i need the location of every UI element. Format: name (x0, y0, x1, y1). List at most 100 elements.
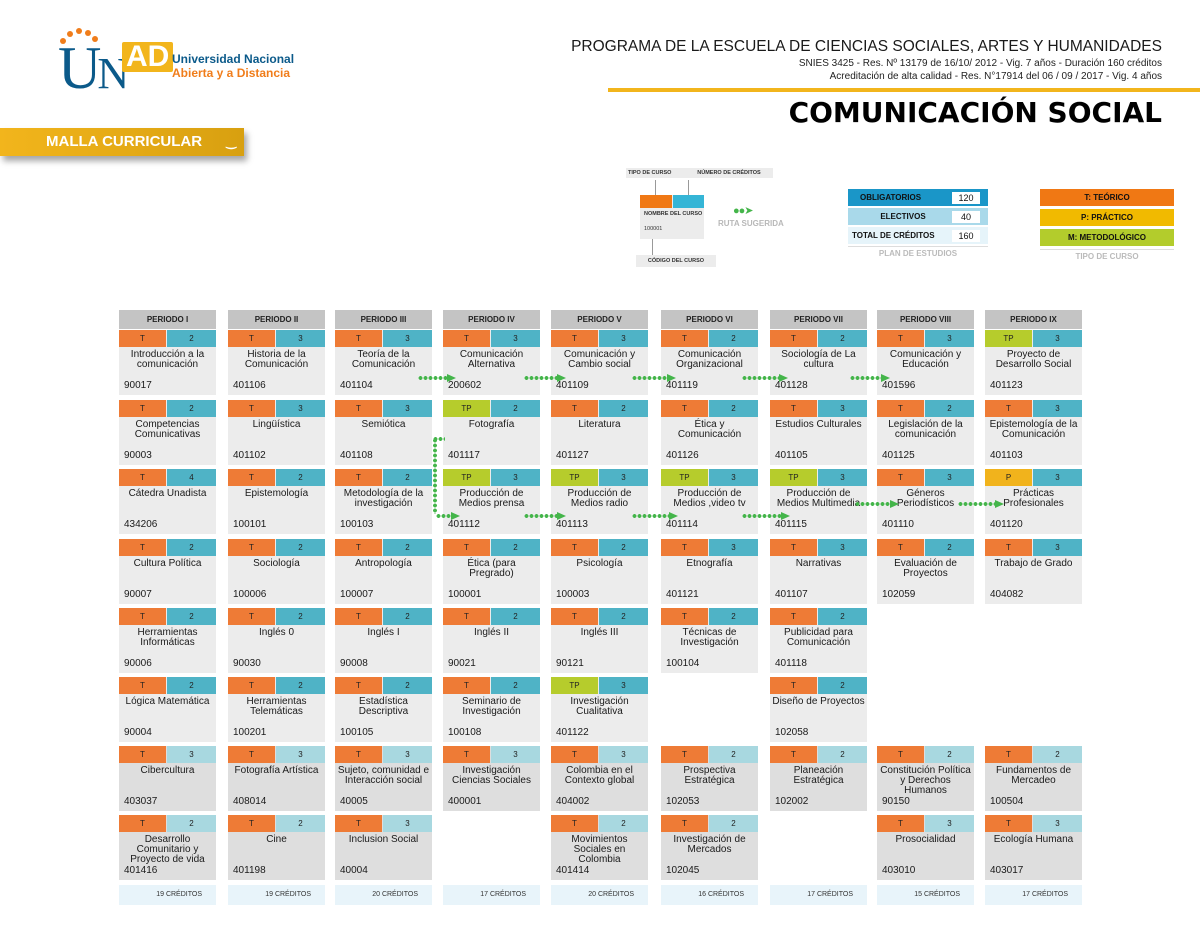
course-card[interactable]: T 3 Teoría de la Comunicación 401104 (335, 330, 432, 395)
elective-course-card[interactable]: T 3 Inclusion Social 40004 (335, 815, 432, 880)
course-credits-badge: 2 (276, 815, 325, 832)
elective-course-card[interactable]: T 3 Prosocialidad 403010 (877, 815, 974, 880)
elective-course-card[interactable]: T 3 Investigación Ciencias Sociales 400001 (443, 746, 540, 811)
course-card[interactable]: T 2 Técnicas de Investigación 100104 (661, 608, 758, 673)
course-type-badge: T (119, 330, 166, 347)
course-card[interactable]: T 3 Lingüística 401102 (228, 400, 325, 465)
course-card[interactable]: T 2 Inglés II 90021 (443, 608, 540, 673)
course-card[interactable]: T 2 Ética (para Pregrado) 100001 (443, 539, 540, 604)
course-card[interactable]: T 3 Epistemología de la Comunicación 401103 (985, 400, 1082, 465)
course-card[interactable]: T 2 Herramientas Informáticas 90006 (119, 608, 216, 673)
course-type-badge: TP (443, 400, 490, 417)
course-card[interactable]: T 2 Sociología de La cultura 401128 (770, 330, 867, 395)
course-card[interactable]: TP 3 Investigación Cualitativa 401122 (551, 677, 648, 742)
elective-course-card[interactable]: T 2 Constitución Política y Derechos Human… (877, 746, 974, 811)
course-card[interactable]: T 2 Herramientas Telemáticas 100201 (228, 677, 325, 742)
course-card[interactable]: T 3 Comunicación Alternativa 200602 (443, 330, 540, 395)
course-card[interactable]: TP 3 Producción de Medios ,video tv 401114 (661, 469, 758, 534)
course-name: Seminario de Investigación (462, 696, 521, 717)
course-name: Fotografía Artística (234, 765, 319, 776)
course-code: 401110 (882, 519, 914, 530)
course-card[interactable]: T 2 Literatura 401127 (551, 400, 648, 465)
elective-course-card[interactable]: T 2 Investigación de Mercados 102045 (661, 815, 758, 880)
course-card[interactable]: T 2 Estadística Descriptiva 100105 (335, 677, 432, 742)
course-card[interactable]: TP 3 Producción de Medios prensa 401112 (443, 469, 540, 534)
course-name: Legislación de la comunicación (888, 419, 963, 440)
course-credits-badge: 2 (818, 330, 867, 347)
course-card[interactable]: T 3 Estudios Culturales 401105 (770, 400, 867, 465)
period-credits-total: 20 CRÉDITOS (551, 885, 648, 905)
period-header: PERIODO V (551, 310, 648, 329)
route-arrow-icon (418, 374, 456, 382)
period-column-5: PERIODO V T 3 Comunicación y Cambio social 4… (551, 310, 648, 880)
course-card[interactable]: T 2 Sociología 100006 (228, 539, 325, 604)
course-card[interactable]: T 3 Comunicación y Cambio social 401109 (551, 330, 648, 395)
course-card[interactable]: T 3 Etnografía 401121 (661, 539, 758, 604)
course-card[interactable]: T 4 Cátedra Unadista 434206 (119, 469, 216, 534)
route-vertical-dots-icon (433, 438, 437, 514)
course-card[interactable]: T 2 Inglés 0 90030 (228, 608, 325, 673)
course-card[interactable]: TP 3 Proyecto de Desarrollo Social 401123 (985, 330, 1082, 395)
elective-course-card[interactable]: T 3 Sujeto, comunidad e Interacción social… (335, 746, 432, 811)
legend-connector (655, 180, 656, 195)
elective-course-card[interactable]: T 3 Colombia en el Contexto global 404002 (551, 746, 648, 811)
elective-course-card[interactable]: T 2 Planeación Estratégica 102002 (770, 746, 867, 811)
course-card[interactable]: T 3 Narrativas 401107 (770, 539, 867, 604)
course-name: Inglés I (367, 627, 400, 638)
route-arrow-icon (958, 500, 1004, 508)
elective-course-card[interactable]: T 3 Cibercultura 403037 (119, 746, 216, 811)
course-card[interactable]: T 3 Trabajo de Grado 404082 (985, 539, 1082, 604)
tipo-metodologico: M: METODOLÓGICO (1040, 229, 1174, 246)
course-card[interactable]: T 2 Diseño de Proyectos 102058 (770, 677, 867, 742)
course-card[interactable]: T 2 Psicología 100003 (551, 539, 648, 604)
course-card[interactable]: T 2 Introducción a la comunicación 90017 (119, 330, 216, 395)
tipo-caption: TIPO DE CURSO (1040, 249, 1174, 261)
elective-course-card[interactable]: T 2 Prospectiva Estratégica 102053 (661, 746, 758, 811)
course-type-badge: T (228, 539, 275, 556)
course-type-badge: TP (551, 469, 598, 486)
course-card[interactable]: T 2 Competencias Comunicativas 90003 (119, 400, 216, 465)
course-card[interactable]: T 2 Evaluación de Proyectos 102059 (877, 539, 974, 604)
course-card[interactable]: TP 3 Producción de Medios Multimedia 401115 (770, 469, 867, 534)
course-card[interactable]: T 2 Antropología 100007 (335, 539, 432, 604)
course-credits-badge: 3 (925, 815, 974, 832)
course-credits-badge: 2 (383, 469, 432, 486)
elective-course-card[interactable]: T 2 Movimientos Sociales en Colombia 401414 (551, 815, 648, 880)
elective-course-card[interactable]: T 2 Fundamentos de Mercadeo 100504 (985, 746, 1082, 811)
course-card[interactable]: T 2 Publicidad para Comunicación 401118 (770, 608, 867, 673)
course-card[interactable]: T 2 Comunicación Organizacional 401119 (661, 330, 758, 395)
course-code: 90007 (124, 589, 152, 600)
course-card[interactable]: T 2 Metodología de la investigación 100103 (335, 469, 432, 534)
course-card[interactable]: T 2 Seminario de Investigación 100108 (443, 677, 540, 742)
course-card[interactable]: T 3 Comunicación y Educación 401596 (877, 330, 974, 395)
course-name: Teoría de la Comunicación (351, 349, 416, 370)
course-card[interactable]: P 3 Prácticas Profesionales 401120 (985, 469, 1082, 534)
course-type-badge: T (661, 608, 708, 625)
elective-course-card[interactable]: T 3 Fotografía Artística 408014 (228, 746, 325, 811)
elective-course-card[interactable]: T 3 Ecología Humana 403017 (985, 815, 1082, 880)
course-name: Producción de Medios ,video tv (673, 488, 746, 509)
course-card[interactable]: T 2 Epistemología 100101 (228, 469, 325, 534)
course-card[interactable]: T 2 Inglés III 90121 (551, 608, 648, 673)
course-credits-badge: 3 (276, 400, 325, 417)
course-card[interactable]: T 3 Historia de la Comunicación 401106 (228, 330, 325, 395)
course-card[interactable]: T 2 Inglés I 90008 (335, 608, 432, 673)
course-card[interactable]: T 2 Cultura Política 90007 (119, 539, 216, 604)
course-name: Trabajo de Grado (994, 558, 1073, 569)
course-name: Prosocialidad (895, 834, 956, 845)
course-code: 401120 (990, 519, 1023, 530)
elective-course-card[interactable]: T 2 Cine 401198 (228, 815, 325, 880)
course-card[interactable]: T 2 Ética y Comunicación 401126 (661, 400, 758, 465)
course-type-badge: T (877, 815, 924, 832)
course-name: Lingüística (252, 419, 301, 430)
course-card[interactable]: TP 3 Producción de Medios radio 401113 (551, 469, 648, 534)
course-type-badge: T (770, 400, 817, 417)
elective-course-card[interactable]: T 2 Desarrollo Comunitario y Proyecto de v… (119, 815, 216, 880)
course-card[interactable]: T 3 Semiótica 401108 (335, 400, 432, 465)
course-type-badge: T (985, 815, 1032, 832)
course-card[interactable]: T 2 Lógica Matemática 90004 (119, 677, 216, 742)
course-name: Prácticas Profesionales (1003, 488, 1064, 509)
course-card[interactable]: T 2 Legislación de la comunicación 401125 (877, 400, 974, 465)
course-card[interactable]: TP 2 Fotografía 401117 (443, 400, 540, 465)
malla-curricular-banner: MALLA CURRICULAR ‿ (0, 128, 244, 156)
